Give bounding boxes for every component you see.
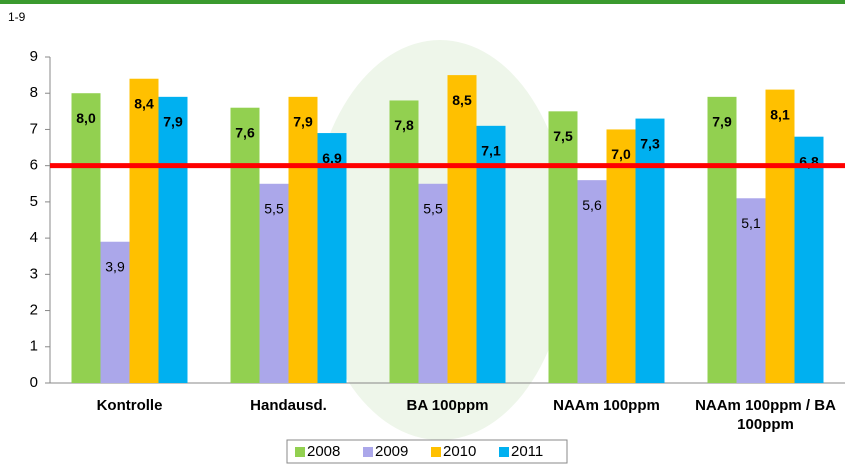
legend-label: 2011 [511, 443, 543, 460]
legend-swatch [295, 447, 305, 457]
top-bar [0, 0, 845, 4]
bar [318, 133, 347, 383]
x-tick-label: Handausd. [214, 396, 364, 415]
y-unit-label: 1-9 [8, 10, 26, 24]
y-tick-label: 1 [30, 338, 38, 355]
value-label: 7,9 [293, 114, 313, 130]
value-label: 7,3 [640, 135, 660, 151]
bar [231, 108, 260, 383]
y-tick-label: 6 [30, 157, 38, 174]
bar [636, 119, 665, 383]
x-tick-label: NAAm 100ppm [532, 396, 682, 415]
x-tick-label: Kontrolle [55, 396, 205, 415]
value-label: 7,8 [394, 117, 414, 133]
value-label: 5,5 [264, 200, 284, 216]
legend-swatch [431, 447, 441, 457]
y-tick-label: 3 [30, 265, 38, 282]
value-label: 7,1 [481, 143, 501, 159]
y-tick-label: 4 [30, 229, 38, 246]
value-label: 8,4 [134, 95, 154, 111]
value-label: 5,6 [582, 197, 602, 213]
legend-swatch [363, 447, 373, 457]
bar [708, 97, 737, 383]
legend-label: 2008 [307, 443, 340, 460]
page: 1-9 01234567898,03,98,47,97,65,57,96,97,… [0, 0, 845, 468]
y-tick-label: 7 [30, 120, 38, 137]
legend-label: 2009 [375, 443, 408, 460]
bar [72, 93, 101, 383]
value-label: 7,9 [163, 114, 183, 130]
x-tick-label: NAAm 100ppm / BA 100ppm [691, 396, 841, 434]
legend-swatch [499, 447, 509, 457]
bar [766, 90, 795, 383]
value-label: 7,6 [235, 124, 255, 140]
y-tick-label: 9 [30, 48, 38, 65]
bar [159, 97, 188, 383]
value-label: 8,5 [452, 92, 472, 108]
value-label: 8,0 [76, 110, 96, 126]
value-label: 5,1 [741, 215, 761, 231]
x-tick-label: BA 100ppm [373, 396, 523, 415]
y-tick-label: 2 [30, 302, 38, 319]
y-tick-label: 5 [30, 193, 38, 210]
bar [549, 111, 578, 383]
bar [448, 75, 477, 383]
value-label: 7,9 [712, 114, 732, 130]
value-label: 7,0 [611, 146, 631, 162]
value-label: 8,1 [770, 106, 790, 122]
value-label: 3,9 [105, 258, 125, 274]
bar [390, 100, 419, 383]
y-tick-label: 0 [30, 374, 38, 391]
bar [130, 79, 159, 383]
y-tick-label: 8 [30, 84, 38, 101]
legend-label: 2010 [443, 443, 476, 460]
bar [289, 97, 318, 383]
bar [795, 137, 824, 383]
value-label: 7,5 [553, 128, 573, 144]
value-label: 5,5 [423, 200, 443, 216]
